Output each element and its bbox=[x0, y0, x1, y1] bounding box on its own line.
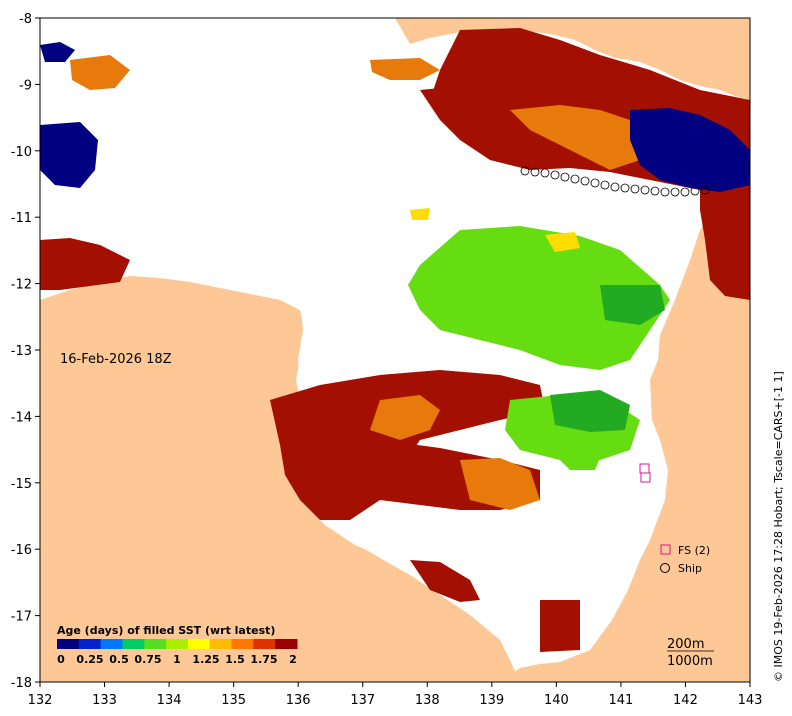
ship-track bbox=[520, 166, 710, 197]
y-tick-label: -16 bbox=[11, 543, 32, 558]
ship-legend-label: Ship bbox=[678, 562, 702, 575]
colorbar-tick-label: 1 bbox=[173, 653, 181, 666]
sst-patches-yellow bbox=[410, 208, 580, 252]
x-tick-label: 143 bbox=[738, 693, 763, 708]
y-tick-label: -18 bbox=[11, 676, 32, 691]
colorbar-tick-label: 1.5 bbox=[225, 653, 245, 666]
colorbar-swatch bbox=[275, 639, 298, 649]
colorbar-swatch bbox=[253, 639, 276, 649]
y-tick-label: -13 bbox=[11, 344, 32, 359]
colorbar-swatch bbox=[231, 639, 254, 649]
fs-markers bbox=[639, 463, 651, 483]
fs-legend-label: FS (2) bbox=[678, 544, 710, 557]
y-tick-label: -17 bbox=[11, 610, 32, 625]
x-tick-label: 140 bbox=[544, 693, 569, 708]
colorbar-swatch bbox=[209, 639, 233, 649]
y-tick-label: -15 bbox=[11, 477, 32, 492]
colorbar-swatch bbox=[166, 639, 189, 649]
x-tick-label: 133 bbox=[92, 693, 117, 708]
colorbar-tick-label: 0 bbox=[57, 653, 65, 666]
depth-contour-labels: 200m 1000m bbox=[667, 637, 714, 669]
y-axis: -8 -9 -10 -11 -12 -13 -14 -15 -16 -17 -18 bbox=[11, 12, 40, 691]
y-tick-label: -9 bbox=[19, 78, 32, 93]
x-tick-label: 141 bbox=[608, 693, 633, 708]
colorbar-tick-label: 0.5 bbox=[109, 653, 129, 666]
x-tick-label: 135 bbox=[221, 693, 246, 708]
x-tick-label: 137 bbox=[350, 693, 375, 708]
depth-label-200: 200m bbox=[667, 637, 704, 652]
x-tick-label: 138 bbox=[415, 693, 440, 708]
colorbar-swatch bbox=[122, 639, 145, 649]
land-new-guinea bbox=[395, 18, 750, 100]
depth-label-1000: 1000m bbox=[667, 654, 713, 669]
colorbar-swatch bbox=[100, 639, 123, 649]
x-tick-label: 132 bbox=[28, 693, 53, 708]
colorbar-tick-label: 1.25 bbox=[192, 653, 219, 666]
y-tick-label: -8 bbox=[19, 12, 32, 27]
y-tick-label: -12 bbox=[11, 278, 32, 293]
land-arnhem-gulf bbox=[40, 276, 520, 682]
sst-patches-darkgreen bbox=[550, 285, 665, 432]
y-tick-label: -14 bbox=[11, 410, 32, 425]
colorbar-swatch bbox=[144, 639, 167, 649]
colorbar-title: Age (days) of filled SST (wrt latest) bbox=[57, 624, 275, 637]
colorbar-swatch bbox=[78, 639, 102, 649]
colorbar-tick-label: 0.75 bbox=[134, 653, 161, 666]
land-cape-york bbox=[500, 195, 750, 682]
colorbar-tick-label: 2 bbox=[289, 653, 297, 666]
legend: FS (2) Ship bbox=[660, 544, 710, 575]
date-label: 16-Feb-2026 18Z bbox=[60, 352, 172, 367]
colorbar-ticks: 0 0.25 0.5 0.75 1 1.25 1.5 1.75 2 bbox=[57, 653, 297, 666]
fs-legend-marker bbox=[660, 544, 671, 555]
ship-legend-marker bbox=[660, 563, 670, 573]
colorbar-swatch bbox=[187, 639, 211, 649]
x-tick-label: 142 bbox=[673, 693, 698, 708]
x-tick-label: 134 bbox=[157, 693, 182, 708]
x-tick-label: 136 bbox=[286, 693, 311, 708]
x-axis: 132 133 134 135 136 137 138 139 140 141 142 143 bbox=[28, 682, 763, 708]
colorbar-swatches bbox=[57, 639, 298, 649]
y-tick-label: -10 bbox=[11, 145, 32, 160]
x-tick-label: 139 bbox=[479, 693, 504, 708]
credit-text: © IMOS 19-Feb-2026 17:28 Hobart; Tscale=… bbox=[772, 371, 785, 682]
map-plot-area bbox=[40, 18, 750, 682]
colorbar-tick-label: 0.25 bbox=[76, 653, 103, 666]
sst-patches-blue bbox=[40, 42, 750, 192]
colorbar-tick-label: 1.75 bbox=[250, 653, 277, 666]
sst-patches-orange bbox=[70, 55, 640, 510]
y-tick-label: -11 bbox=[11, 211, 32, 226]
colorbar-swatch bbox=[57, 639, 80, 649]
